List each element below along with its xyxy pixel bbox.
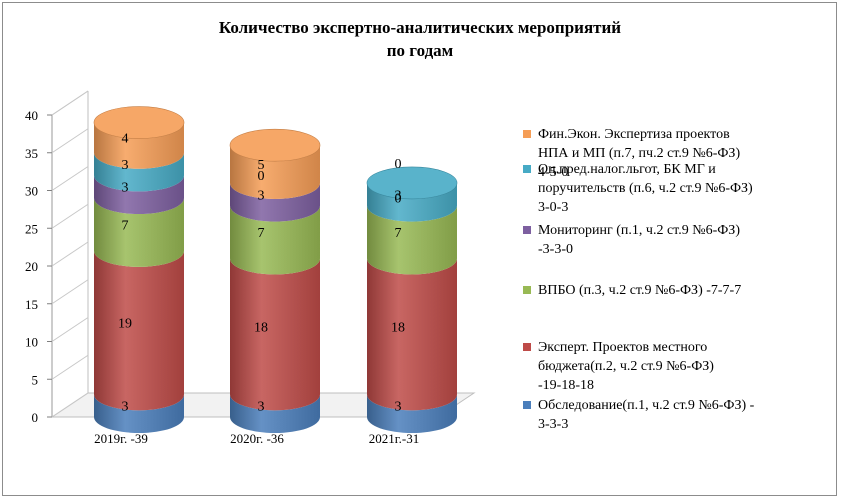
chart-title: Количество экспертно-аналитических мероп…	[219, 18, 621, 37]
y-tick-label: 10	[25, 335, 38, 350]
bar-segment	[367, 182, 457, 222]
y-tick-label: 30	[25, 184, 38, 199]
y-side-gridline	[51, 317, 89, 342]
legend-label: Мониторинг (п.1, ч.2 ст.9 №6-ФЗ)	[538, 223, 740, 238]
data-label: 18	[391, 320, 405, 335]
data-label: 7	[395, 226, 402, 241]
data-label: 3	[122, 400, 129, 415]
y-tick-label: 15	[25, 297, 38, 312]
legend-label: Фин.Экон. Экспертиза проектов	[538, 127, 730, 142]
legend-marker	[523, 130, 531, 138]
bar-stack	[93, 106, 185, 433]
bar-segment	[230, 394, 320, 433]
bar-top-cap	[229, 128, 321, 162]
bar-segment	[94, 198, 184, 267]
y-side-gridline	[51, 166, 89, 191]
data-label: 18	[254, 320, 268, 335]
data-label: 3	[122, 158, 129, 173]
data-label: 7	[122, 218, 129, 233]
y-tick-label: 40	[25, 108, 38, 123]
legend-label: ВПБО (п.3, ч.2 ст.9 №6-ФЗ) -7-7-7	[538, 283, 741, 298]
data-label: 3	[258, 188, 265, 203]
y-side-gridline	[51, 90, 89, 116]
legend-label: -3-3-0	[538, 242, 573, 257]
bar-segment	[367, 258, 457, 411]
bar-segment	[94, 152, 184, 192]
legend-label: 4-5-0	[538, 165, 568, 180]
x-tick-label: 2020г. -36	[230, 431, 284, 446]
data-label: 3	[122, 181, 129, 196]
bar-stack	[229, 128, 321, 433]
x-tick-label: 2019г. -39	[94, 431, 148, 446]
data-label: 19	[118, 317, 132, 332]
chart-subtitle: по годам	[387, 41, 454, 60]
legend-marker	[523, 226, 531, 234]
data-label: 3	[395, 188, 402, 203]
bar-stack	[366, 166, 458, 433]
bar-segment	[367, 394, 457, 433]
legend-label: поручительств (п.6, ч.2 ст.9 №6-ФЗ)	[538, 181, 753, 196]
y-side-gridline	[51, 354, 89, 380]
data-label: 0	[395, 192, 402, 207]
legend-marker	[523, 165, 531, 173]
y-side-gridline	[51, 241, 89, 267]
legend-label: 3-0-3	[538, 200, 568, 215]
legend-marker	[523, 286, 531, 294]
legend-label: 3-3-3	[538, 417, 568, 432]
bar-top-cap	[93, 106, 185, 139]
bar-segment	[94, 122, 184, 169]
data-label: 3	[395, 400, 402, 415]
legend-marker	[523, 343, 531, 351]
data-label: 0	[258, 169, 265, 184]
legend-label: Обследование(п.1, ч.2 ст.9 №6-ФЗ) -	[538, 398, 755, 413]
x-tick-label: 2021г.-31	[369, 431, 419, 446]
bar-top-cap	[366, 166, 458, 200]
data-label: 5	[258, 158, 265, 173]
bar-segment	[94, 394, 184, 433]
y-tick-label: 35	[25, 146, 38, 161]
data-label: 7	[258, 226, 265, 241]
y-side-gridline	[51, 392, 89, 418]
legend-label: -19-18-18	[538, 378, 594, 393]
y-tick-label: 20	[25, 259, 38, 274]
legend: Фин.Экон. Экспертиза проектов НПА и МП (п…	[523, 127, 755, 432]
bar-segment	[230, 145, 320, 199]
bar-segment	[94, 175, 184, 215]
y-side-gridline	[51, 203, 89, 229]
data-label: 0	[395, 157, 402, 172]
data-label: 4	[122, 132, 129, 147]
legend-marker	[523, 401, 531, 409]
y-tick-label: 25	[25, 221, 38, 236]
y-tick-label: 0	[32, 410, 39, 425]
data-label: 3	[258, 400, 265, 415]
bar-segment	[230, 182, 320, 222]
bar-segment	[230, 205, 320, 275]
y-tick-label: 5	[32, 372, 39, 387]
legend-label: Оц.пред.налог.льгот, БК МГ и	[538, 162, 716, 177]
y-side-gridline	[51, 128, 89, 154]
bar-segment	[230, 258, 320, 411]
bar-segment	[94, 250, 184, 411]
legend-label: бюджета(п.2, ч.2 ст.9 №6-ФЗ)	[538, 359, 714, 374]
legend-label: Эксперт. Проектов местного	[538, 340, 707, 355]
bar-segment	[367, 205, 457, 275]
y-side-gridline	[51, 279, 89, 305]
legend-label: НПА и МП (п.7, пч.2 ст.9 №6-ФЗ)	[538, 146, 740, 161]
